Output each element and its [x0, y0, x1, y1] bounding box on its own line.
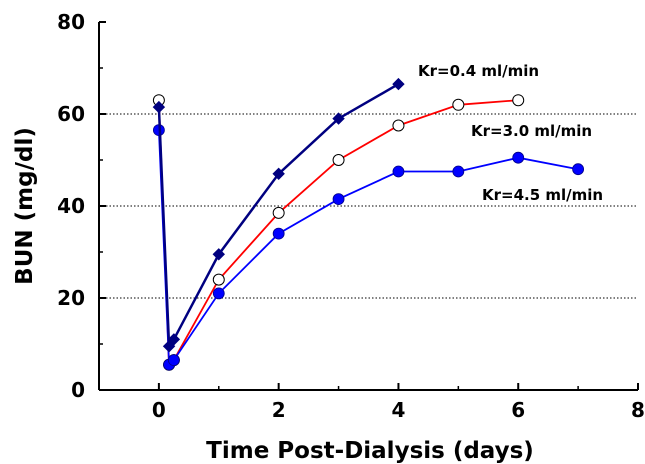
data-point — [272, 227, 285, 240]
series-label: Kr=4.5 ml/min — [482, 186, 603, 204]
data-point — [392, 165, 405, 178]
y-tick-label: 60 — [57, 102, 85, 126]
data-point — [212, 287, 225, 300]
data-point — [572, 163, 585, 176]
data-point — [452, 165, 465, 178]
series-label: Kr=3.0 ml/min — [471, 122, 592, 140]
series-label: Kr=0.4 ml/min — [418, 62, 539, 80]
y-tick-label: 40 — [57, 194, 85, 218]
series — [152, 77, 585, 371]
y-axis-title: BUN (mg/dl) — [12, 127, 38, 285]
x-tick-label: 4 — [391, 398, 405, 422]
data-point — [272, 206, 285, 219]
series-line — [157, 99, 519, 367]
series-labels: Kr=0.4 ml/min Kr=3.0 ml/min Kr=4.5 ml/min — [418, 62, 603, 204]
data-point — [452, 98, 465, 111]
data-point — [332, 112, 345, 125]
series-kr-0-4-ml-min — [152, 77, 405, 353]
data-point — [167, 354, 180, 367]
data-point — [332, 154, 345, 166]
x-tick-label: 8 — [631, 398, 645, 422]
data-point — [212, 248, 225, 261]
data-point — [332, 193, 345, 206]
data-point — [392, 119, 405, 132]
x-tick-label: 0 — [152, 398, 166, 422]
y-tick-label: 0 — [71, 378, 85, 402]
x-tick-label: 6 — [511, 398, 525, 422]
data-point — [512, 151, 525, 164]
data-point — [272, 167, 285, 181]
data-point — [512, 94, 525, 107]
data-point — [392, 77, 405, 91]
series-kr-3-0-ml-min — [152, 94, 525, 371]
x-tick-label: 2 — [272, 398, 286, 422]
x-axis-title: Time Post-Dialysis (days) — [206, 438, 534, 464]
y-tick-label: 80 — [57, 10, 85, 34]
data-point — [152, 100, 166, 114]
data-point — [167, 333, 181, 346]
data-point — [212, 273, 225, 286]
series-kr-4-5-ml-min — [152, 124, 585, 371]
ticks: 0 20 40 60 80 0 2 4 6 8 — [57, 10, 645, 422]
y-tick-label: 20 — [57, 286, 85, 310]
gridlines — [99, 113, 638, 299]
series-line — [157, 130, 579, 367]
